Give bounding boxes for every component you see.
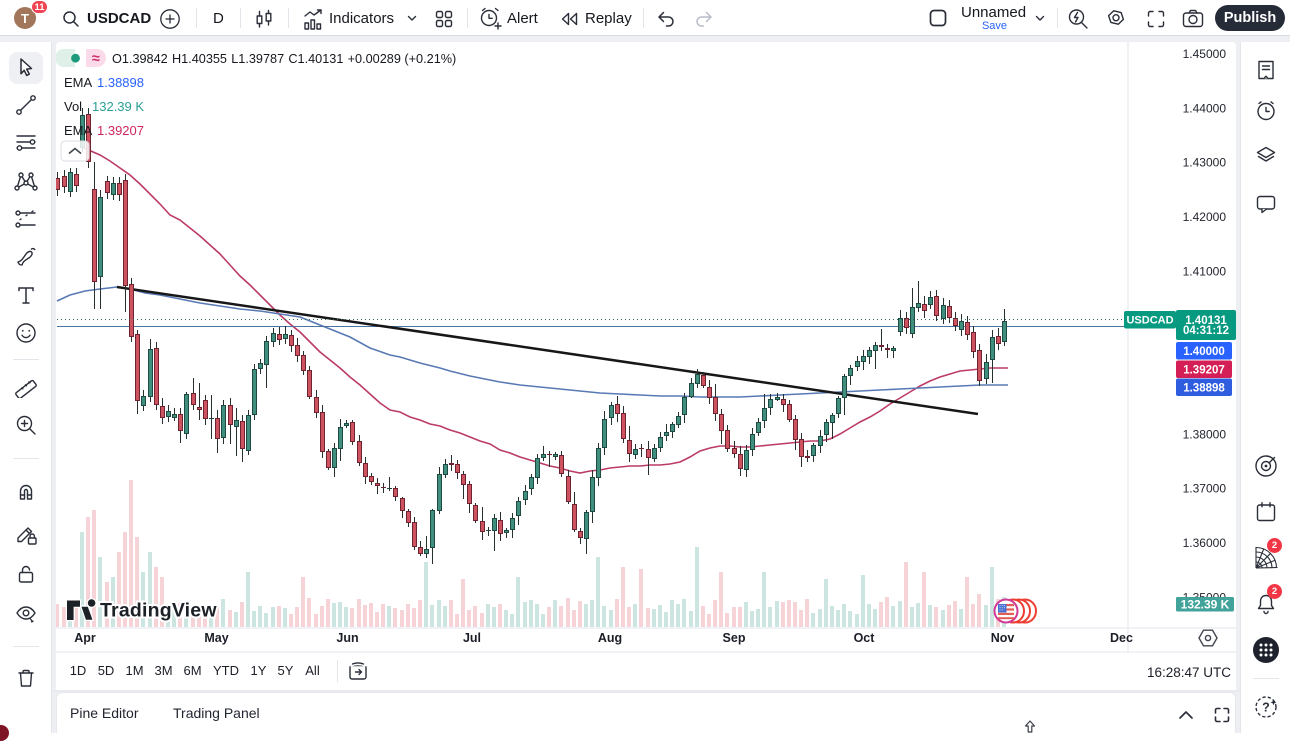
svg-text:1.40000: 1.40000: [1183, 346, 1225, 358]
svg-text:1.45000: 1.45000: [1183, 47, 1227, 61]
svg-text:1.39207: 1.39207: [97, 123, 144, 138]
svg-text:Vol: Vol: [64, 99, 82, 114]
svg-text:EMA: EMA: [64, 123, 93, 138]
svg-text:Jul: Jul: [463, 631, 481, 645]
svg-text:Jun: Jun: [336, 631, 358, 645]
svg-text:TradingView: TradingView: [100, 600, 217, 622]
svg-text:1.41000: 1.41000: [1183, 264, 1227, 278]
svg-text:EMA: EMA: [64, 75, 93, 90]
svg-text:Sep: Sep: [723, 631, 746, 645]
svg-text:May: May: [204, 631, 228, 645]
svg-text:Oct: Oct: [854, 631, 876, 645]
svg-text:1.36000: 1.36000: [1183, 536, 1227, 550]
svg-text:O1.39842 H1.40355 L1.39787 C1.: O1.39842 H1.40355 L1.39787 C1.40131 +0.0…: [112, 52, 456, 66]
svg-text:1.39207: 1.39207: [1183, 364, 1225, 376]
svg-text:USDCAD: USDCAD: [1126, 315, 1173, 327]
svg-text:1.44000: 1.44000: [1183, 101, 1227, 115]
svg-text:1.38898: 1.38898: [97, 75, 144, 90]
svg-text:Aug: Aug: [598, 631, 622, 645]
svg-text:Apr: Apr: [74, 631, 96, 645]
svg-text:1.38000: 1.38000: [1183, 427, 1227, 441]
svg-text:?: ?: [1262, 701, 1270, 715]
svg-text:1.38898: 1.38898: [1183, 382, 1225, 394]
svg-text:1.42000: 1.42000: [1183, 210, 1227, 224]
svg-text:Dec: Dec: [1110, 631, 1133, 645]
svg-text:1.43000: 1.43000: [1183, 156, 1227, 170]
svg-text:Nov: Nov: [991, 631, 1015, 645]
svg-text:132.39 K: 132.39 K: [92, 99, 144, 114]
svg-text:1.37000: 1.37000: [1183, 482, 1227, 496]
svg-text:1.40131: 1.40131: [1185, 315, 1227, 327]
svg-text:04:31:12: 04:31:12: [1183, 325, 1229, 337]
svg-text:≈: ≈: [92, 51, 100, 67]
svg-text:132.39 K: 132.39 K: [1181, 598, 1230, 612]
